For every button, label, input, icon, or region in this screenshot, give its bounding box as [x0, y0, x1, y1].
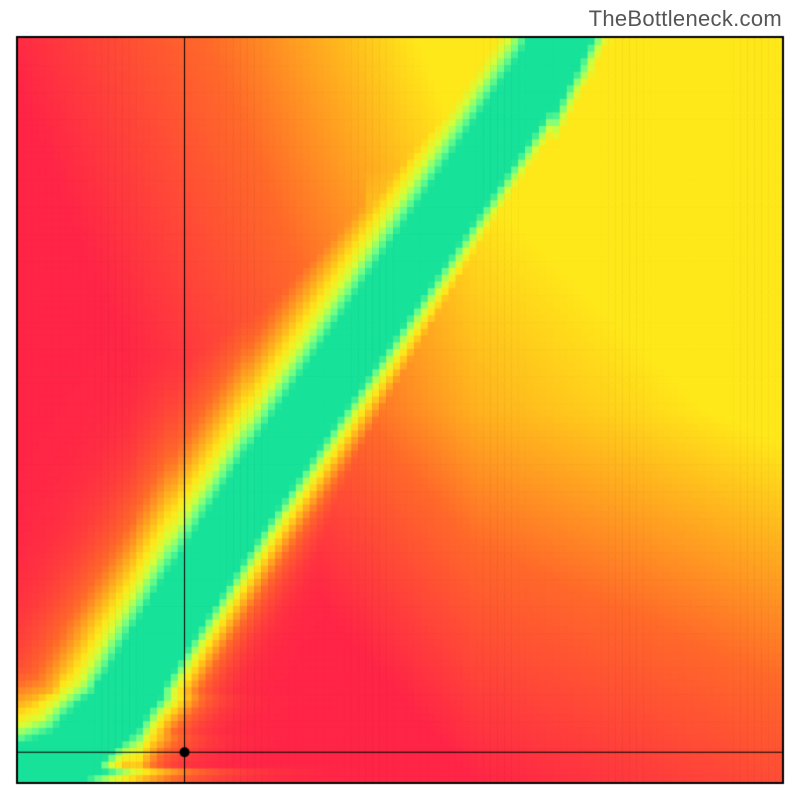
watermark-text: TheBottleneck.com [589, 6, 782, 32]
root: TheBottleneck.com [0, 0, 800, 800]
heatmap-canvas [0, 0, 800, 800]
